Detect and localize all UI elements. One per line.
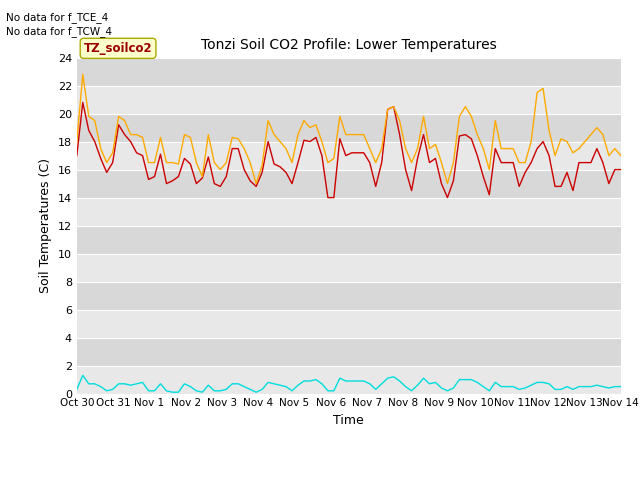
Bar	[77, 58, 621, 85]
Bar	[77, 226, 621, 253]
Bar	[77, 198, 621, 226]
Bar	[77, 142, 621, 169]
Y-axis label: Soil Temperatures (C): Soil Temperatures (C)	[39, 158, 52, 293]
Bar	[77, 310, 621, 337]
Legend: Open -8cm, Tree -8cm, Tree2 -8cm: Open -8cm, Tree -8cm, Tree2 -8cm	[179, 474, 519, 480]
Title: Tonzi Soil CO2 Profile: Lower Temperatures: Tonzi Soil CO2 Profile: Lower Temperatur…	[201, 38, 497, 52]
Bar	[77, 337, 621, 366]
Text: TZ_soilco2: TZ_soilco2	[84, 42, 152, 55]
Bar	[77, 282, 621, 310]
Text: No data for f_TCW_4: No data for f_TCW_4	[6, 26, 113, 37]
Text: No data for f_TCE_4: No data for f_TCE_4	[6, 12, 109, 23]
Bar	[77, 114, 621, 142]
Bar	[77, 169, 621, 198]
X-axis label: Time: Time	[333, 414, 364, 427]
Bar	[77, 85, 621, 114]
Bar	[77, 366, 621, 394]
Bar	[77, 253, 621, 282]
